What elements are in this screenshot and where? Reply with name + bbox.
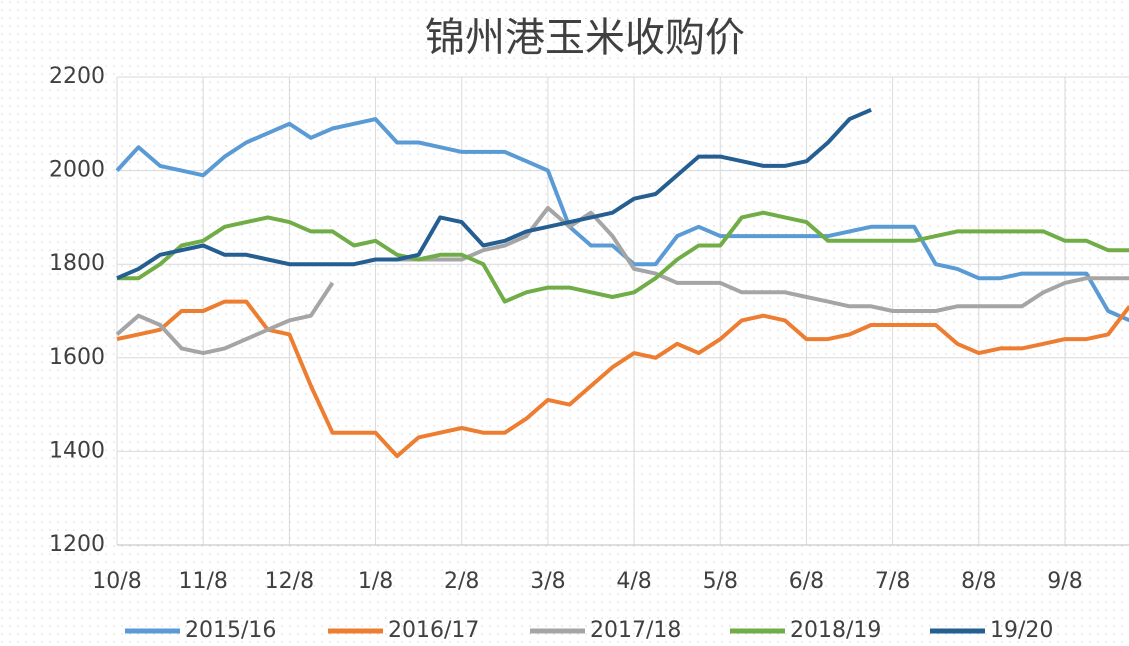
x-tick-label: 7/8 <box>875 569 910 594</box>
y-tick-label: 1400 <box>49 438 105 463</box>
legend-label: 2016/17 <box>388 618 479 643</box>
x-tick-label: 11/8 <box>178 569 227 594</box>
y-tick-label: 2200 <box>49 64 105 89</box>
x-tick-label: 6/8 <box>789 569 824 594</box>
series-line <box>116 299 1129 459</box>
legend-label: 2015/16 <box>185 618 276 643</box>
series-line <box>116 107 872 281</box>
x-tick-label: 1/8 <box>358 569 393 594</box>
x-tick-label: 3/8 <box>530 569 565 594</box>
legend-label: 19/20 <box>990 618 1053 643</box>
y-tick-label: 1600 <box>49 345 105 370</box>
y-tick-label: 2000 <box>49 158 105 183</box>
x-tick-label: 5/8 <box>703 569 738 594</box>
y-tick-label: 1200 <box>49 532 105 557</box>
x-tick-label: 4/8 <box>616 569 651 594</box>
legend-label: 2017/18 <box>590 618 681 643</box>
legend-label: 2018/19 <box>790 618 881 643</box>
x-tick-label: 12/8 <box>265 569 314 594</box>
x-tick-label: 8/8 <box>961 569 996 594</box>
series-line <box>117 210 1129 304</box>
y-tick-label: 1800 <box>49 251 105 276</box>
chart-title: 锦州港玉米收购价 <box>425 15 745 61</box>
x-tick-label: 10/8 <box>92 569 141 594</box>
x-tick-label: 9/8 <box>1047 569 1082 594</box>
series-line <box>115 206 1129 356</box>
x-tick-label: 2/8 <box>444 569 479 594</box>
